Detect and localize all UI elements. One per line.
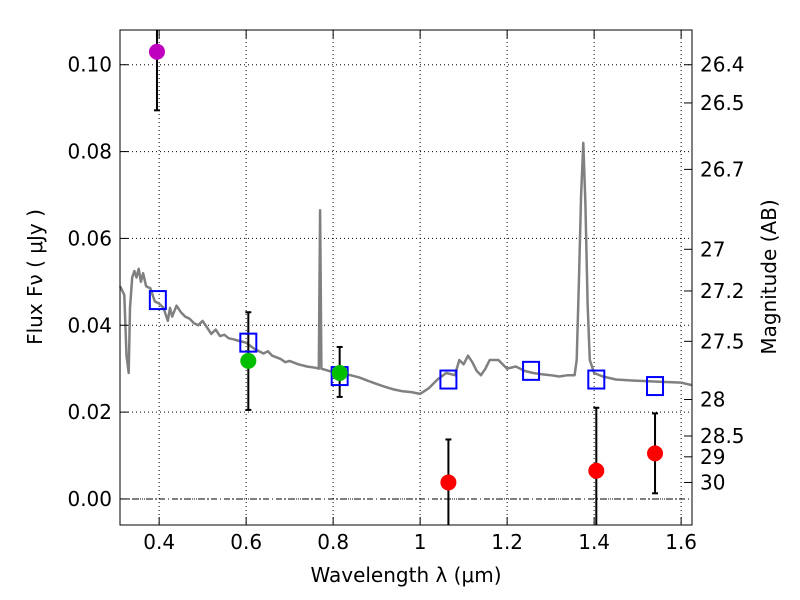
observed-flux-point: [148, 43, 165, 60]
x-tick-label: 0.4: [143, 530, 175, 554]
observed-flux-point: [331, 365, 348, 382]
observed-flux-point: [588, 462, 605, 479]
model-photometry-square: [522, 360, 541, 381]
x-tick-label: 0.6: [230, 530, 262, 554]
plot-area: [118, 30, 693, 525]
y-tick-label: 0.00: [67, 487, 112, 511]
mag-tick-label: 29: [700, 445, 725, 469]
y2-axis-label: Magnitude (AB): [757, 199, 781, 354]
observed-flux-point: [440, 474, 457, 491]
plot-frame: [119, 29, 693, 526]
model-photometry-square: [646, 376, 665, 397]
mag-tick-label: 26.4: [700, 53, 745, 77]
mag-tick-label: 27.5: [700, 329, 745, 353]
model-photometry-square: [439, 369, 458, 390]
model-photometry-square: [239, 332, 258, 353]
x-tick-label: 1: [414, 530, 427, 554]
mag-tick-label: 27.2: [700, 279, 745, 303]
x-tick-label: 1.2: [491, 530, 523, 554]
model-photometry-square: [148, 290, 167, 311]
observed-flux-point: [647, 445, 664, 462]
y-tick-label: 0.10: [67, 53, 112, 77]
x-tick-label: 0.8: [317, 530, 349, 554]
axis-ticks: 0.4 0.6 0.8 1 1.2 1.4 1.6 0.00 0.02 0.04 0.06 0.08 0…: [67, 30, 745, 554]
model-photometry-square: [587, 369, 606, 390]
mag-tick-label: 28: [700, 388, 725, 412]
x-tick-label: 1.4: [578, 530, 610, 554]
y-tick-label: 0.08: [67, 140, 112, 164]
y-tick-label: 0.06: [67, 226, 112, 250]
observed-flux-point: [240, 352, 257, 369]
mag-tick-label: 30: [700, 470, 725, 494]
x-axis-label: Wavelength λ (μm): [310, 563, 501, 587]
model-sed-line: [118, 141, 693, 396]
y-tick-label: 0.02: [67, 400, 112, 424]
y-tick-label: 0.04: [67, 313, 112, 337]
x-tick-label: 1.6: [665, 530, 697, 554]
y-axis-label: Flux Fν ( μJy ): [23, 209, 47, 345]
mag-tick-label: 27: [700, 237, 725, 261]
mag-tick-label: 26.5: [700, 91, 745, 115]
mag-tick-label: 28.5: [700, 424, 745, 448]
mag-tick-label: 26.7: [700, 157, 745, 181]
